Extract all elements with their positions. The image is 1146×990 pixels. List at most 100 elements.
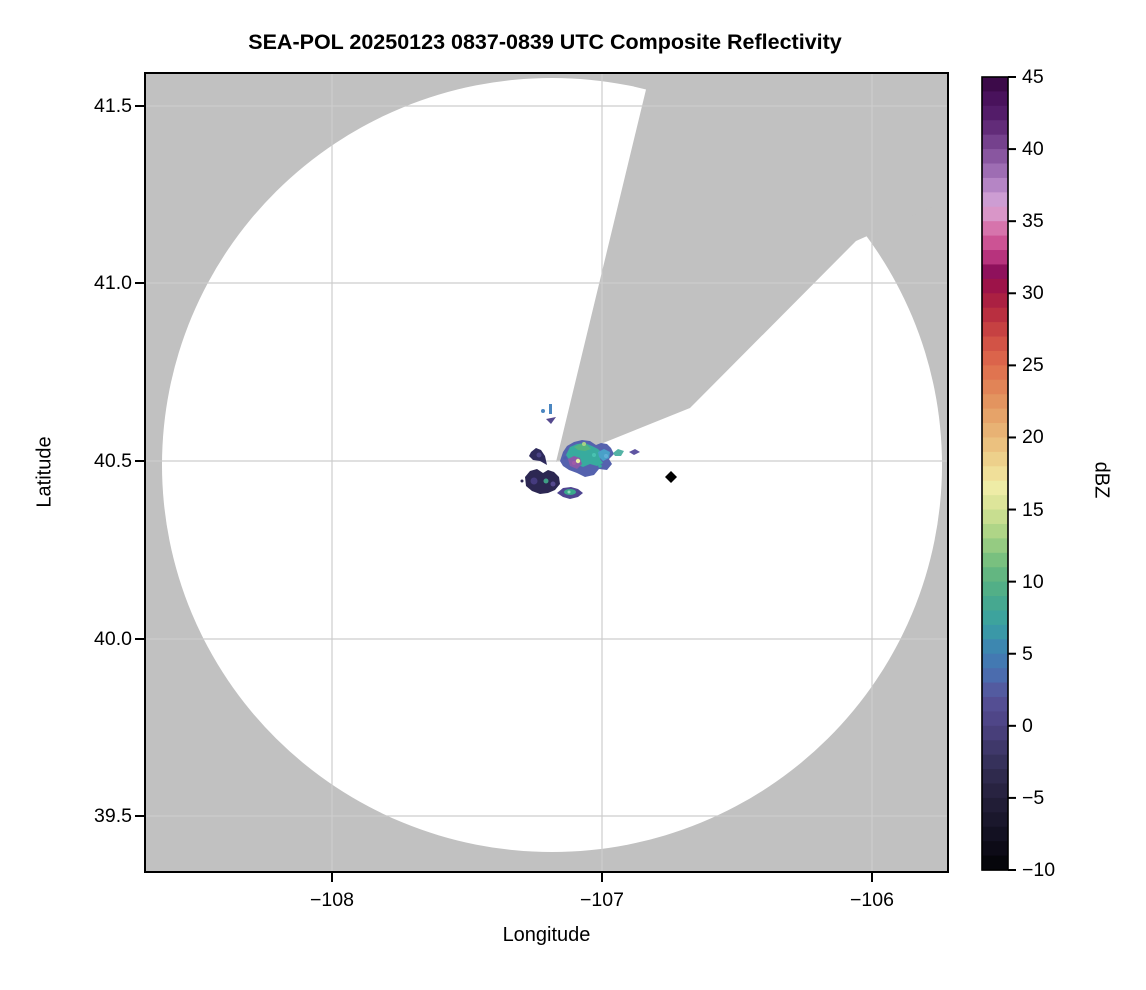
colorbar-label: dBZ [1090, 461, 1113, 499]
colorbar-band [982, 250, 1008, 266]
colorbar-band [982, 668, 1008, 684]
colorbar-band [982, 206, 1008, 222]
colorbar-band [982, 451, 1008, 467]
colorbar-band [982, 769, 1008, 785]
echo-speck [549, 404, 552, 414]
colorbar-band [982, 682, 1008, 698]
y-tick-label: 39.5 [94, 805, 132, 827]
colorbar-band [982, 480, 1008, 496]
plot-title: SEA-POL 20250123 0837-0839 UTC Composite… [248, 30, 842, 54]
colorbar-tick-label: −10 [1022, 859, 1056, 881]
colorbar-band [982, 495, 1008, 511]
blocked-sector [556, 73, 948, 462]
colorbar-tick-label: 10 [1022, 570, 1044, 593]
colorbar-band [982, 552, 1008, 568]
colorbar-band [982, 336, 1008, 352]
echo-speck [567, 490, 571, 494]
echo-speck [541, 409, 545, 413]
axes-frame [144, 72, 949, 873]
colorbar-band [982, 307, 1008, 323]
colorbar-tick-label: 15 [1022, 498, 1044, 521]
colorbar-band [982, 91, 1008, 107]
echo-speck [582, 442, 586, 446]
echo-speck [575, 458, 581, 464]
y-tick-label: 40.5 [94, 450, 132, 472]
echo-blob [546, 417, 556, 424]
colorbar-band [982, 77, 1008, 93]
colorbar-band [982, 639, 1008, 655]
colorbar-band [982, 264, 1008, 280]
colorbar-tick-label: 35 [1022, 210, 1044, 233]
colorbar-tick-label: −5 [1022, 786, 1045, 809]
echo-blob [629, 449, 640, 455]
x-tick-label: −106 [850, 889, 894, 911]
colorbar-band [982, 797, 1008, 813]
colorbar-band [982, 278, 1008, 294]
echo-speck [604, 454, 608, 458]
colorbar-band [982, 610, 1008, 626]
colorbar-band [982, 841, 1008, 857]
colorbar-band [982, 134, 1008, 150]
colorbar-band [982, 653, 1008, 669]
echo-speck [590, 468, 594, 472]
colorbar-band [982, 423, 1008, 439]
colorbar-tick-label: 45 [1022, 66, 1044, 88]
y-tick-label: 41.0 [94, 272, 132, 294]
colorbar-band [982, 379, 1008, 395]
colorbar-tick-label: 25 [1022, 354, 1044, 377]
colorbar-band [982, 293, 1008, 309]
colorbar-band [982, 812, 1008, 828]
colorbar-tick-label: 20 [1022, 426, 1044, 449]
colorbar-band [982, 177, 1008, 193]
colorbar-band [982, 624, 1008, 640]
colorbar-band [982, 581, 1008, 597]
y-tick-label: 41.5 [94, 95, 132, 117]
echo-blob [525, 469, 560, 494]
colorbar-band [982, 394, 1008, 410]
colorbar-band [982, 105, 1008, 121]
colorbar-band [982, 725, 1008, 741]
colorbar-band [982, 120, 1008, 136]
echo-speck [520, 479, 524, 483]
colorbar-band [982, 509, 1008, 525]
grid-lines [145, 73, 948, 872]
colorbar-band [982, 596, 1008, 612]
echo-speck [536, 452, 542, 458]
echo-speck [592, 453, 596, 457]
colorbar-band [982, 350, 1008, 366]
echo-blob [598, 449, 610, 461]
echo-speck [530, 477, 538, 485]
colorbar-band [982, 466, 1008, 482]
colorbar-band [982, 855, 1008, 871]
colorbar-tick-label: 40 [1022, 138, 1044, 161]
echo-speck [543, 478, 549, 484]
colorbar-band [982, 408, 1008, 424]
colorbar-band [982, 163, 1008, 179]
echo-speck [563, 456, 567, 460]
echo-speck [598, 464, 602, 468]
colorbar-band [982, 221, 1008, 237]
echo-speck [572, 461, 576, 465]
colorbar-band [982, 754, 1008, 770]
colorbar-band [982, 826, 1008, 842]
colorbar-tick-label: 5 [1022, 642, 1033, 665]
colorbar-tick-label: 0 [1022, 714, 1033, 737]
colorbar-band [982, 322, 1008, 338]
x-tick-label: −108 [310, 889, 354, 911]
echo-blob [574, 444, 591, 451]
colorbar-frame [981, 76, 1009, 871]
x-tick-label: −107 [580, 889, 624, 911]
colorbar-band [982, 696, 1008, 712]
tick-marks [135, 105, 873, 882]
x-axis-label: Longitude [502, 924, 591, 946]
colorbar-band [982, 523, 1008, 539]
colorbar-band [982, 365, 1008, 381]
echo-speck [550, 481, 556, 487]
colorbar-band [982, 192, 1008, 208]
colorbar-band [982, 740, 1008, 756]
colorbar [981, 76, 1009, 871]
colorbar-band [982, 567, 1008, 583]
y-tick-label: 40.0 [94, 628, 132, 650]
colorbar-band [982, 235, 1008, 251]
